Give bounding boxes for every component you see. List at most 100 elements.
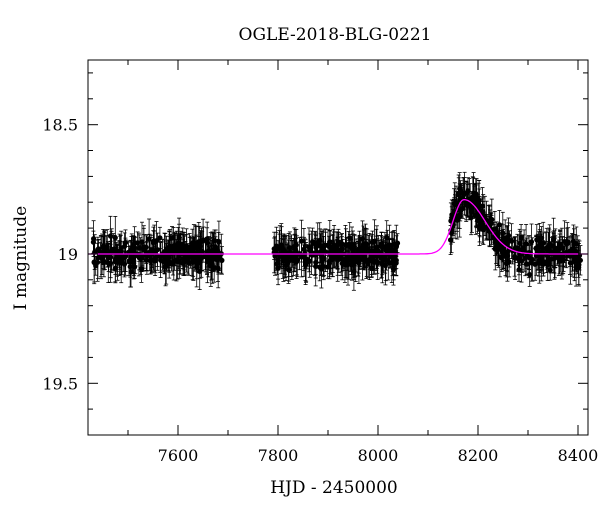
point-marker xyxy=(286,267,292,273)
data-point xyxy=(128,241,134,273)
data-point xyxy=(276,233,282,262)
point-marker xyxy=(511,253,518,260)
data-point xyxy=(347,222,353,254)
point-marker xyxy=(557,246,563,252)
y-tick-label: 18.5 xyxy=(42,116,78,135)
point-marker xyxy=(283,262,289,268)
data-point xyxy=(506,246,512,278)
data-point xyxy=(473,178,479,210)
point-marker xyxy=(141,244,147,250)
point-marker xyxy=(121,261,128,267)
point-marker xyxy=(448,237,454,243)
point-marker xyxy=(143,257,149,263)
point-marker xyxy=(364,258,370,264)
point-marker xyxy=(461,191,467,197)
point-marker xyxy=(330,246,336,252)
point-marker xyxy=(307,247,313,253)
data-point xyxy=(477,208,483,243)
point-marker xyxy=(122,254,128,260)
point-marker xyxy=(95,246,102,252)
data-point xyxy=(335,238,341,282)
data-point xyxy=(166,246,172,269)
point-marker xyxy=(356,260,362,266)
point-marker xyxy=(284,254,290,260)
point-marker xyxy=(506,259,512,265)
data-point xyxy=(274,252,280,276)
data-point xyxy=(529,237,536,282)
data-point xyxy=(95,238,102,259)
data-point xyxy=(209,240,215,280)
point-marker xyxy=(319,250,325,256)
data-point xyxy=(346,245,352,267)
point-marker xyxy=(321,256,327,262)
data-point xyxy=(180,227,186,270)
point-marker xyxy=(543,246,549,252)
point-marker xyxy=(326,243,332,249)
point-marker xyxy=(454,217,460,223)
point-marker xyxy=(389,254,396,260)
y-tick-label: 19.5 xyxy=(42,374,78,393)
data-point xyxy=(91,220,97,258)
point-marker xyxy=(338,252,344,258)
data-point xyxy=(98,234,104,278)
point-marker xyxy=(276,244,282,251)
point-marker xyxy=(293,248,299,254)
data-point xyxy=(271,237,277,261)
point-marker xyxy=(574,258,580,264)
point-marker xyxy=(473,191,479,197)
data-point xyxy=(509,223,515,260)
y-tick-label: 19 xyxy=(58,245,78,264)
data-point xyxy=(448,225,454,256)
point-marker xyxy=(347,235,353,241)
data-point xyxy=(284,244,290,270)
point-marker xyxy=(197,260,203,266)
point-marker xyxy=(298,238,305,244)
x-tick-label: 7800 xyxy=(258,446,299,465)
point-marker xyxy=(186,252,192,258)
data-point xyxy=(138,244,144,273)
point-marker xyxy=(539,244,545,250)
point-marker xyxy=(326,261,332,267)
x-tick-label: 7600 xyxy=(158,446,199,465)
point-marker xyxy=(532,261,538,267)
point-marker xyxy=(527,272,533,278)
data-point xyxy=(557,236,563,261)
data-point xyxy=(131,243,137,280)
point-marker xyxy=(480,209,486,215)
point-marker xyxy=(275,265,281,271)
point-marker xyxy=(362,241,369,247)
point-marker xyxy=(107,233,114,239)
data-point xyxy=(301,227,307,271)
data-point xyxy=(153,240,159,262)
axis-ticks xyxy=(88,60,588,436)
point-marker xyxy=(551,249,558,255)
point-marker xyxy=(117,248,123,254)
point-marker xyxy=(499,248,505,254)
chart-title: OGLE-2018-BLG-0221 xyxy=(239,25,432,45)
x-tick-label: 8400 xyxy=(558,446,599,465)
point-marker xyxy=(385,258,391,265)
point-marker xyxy=(379,241,385,247)
data-point xyxy=(121,250,128,278)
point-marker xyxy=(197,268,203,274)
point-marker xyxy=(562,239,568,245)
point-marker xyxy=(476,198,482,204)
model-curve xyxy=(88,199,588,255)
point-marker xyxy=(274,261,280,267)
point-marker xyxy=(157,235,163,241)
data-point xyxy=(200,226,207,254)
data-point xyxy=(385,242,391,281)
point-marker xyxy=(146,236,152,242)
point-marker xyxy=(495,243,501,249)
point-marker xyxy=(209,257,215,263)
point-marker xyxy=(131,258,137,264)
data-point xyxy=(480,194,486,231)
point-marker xyxy=(361,246,367,252)
point-marker xyxy=(469,209,475,215)
point-marker xyxy=(327,239,333,245)
point-marker xyxy=(166,254,172,261)
point-marker xyxy=(149,257,155,263)
data-point xyxy=(379,232,385,256)
point-marker xyxy=(169,235,175,241)
point-marker xyxy=(180,245,186,251)
